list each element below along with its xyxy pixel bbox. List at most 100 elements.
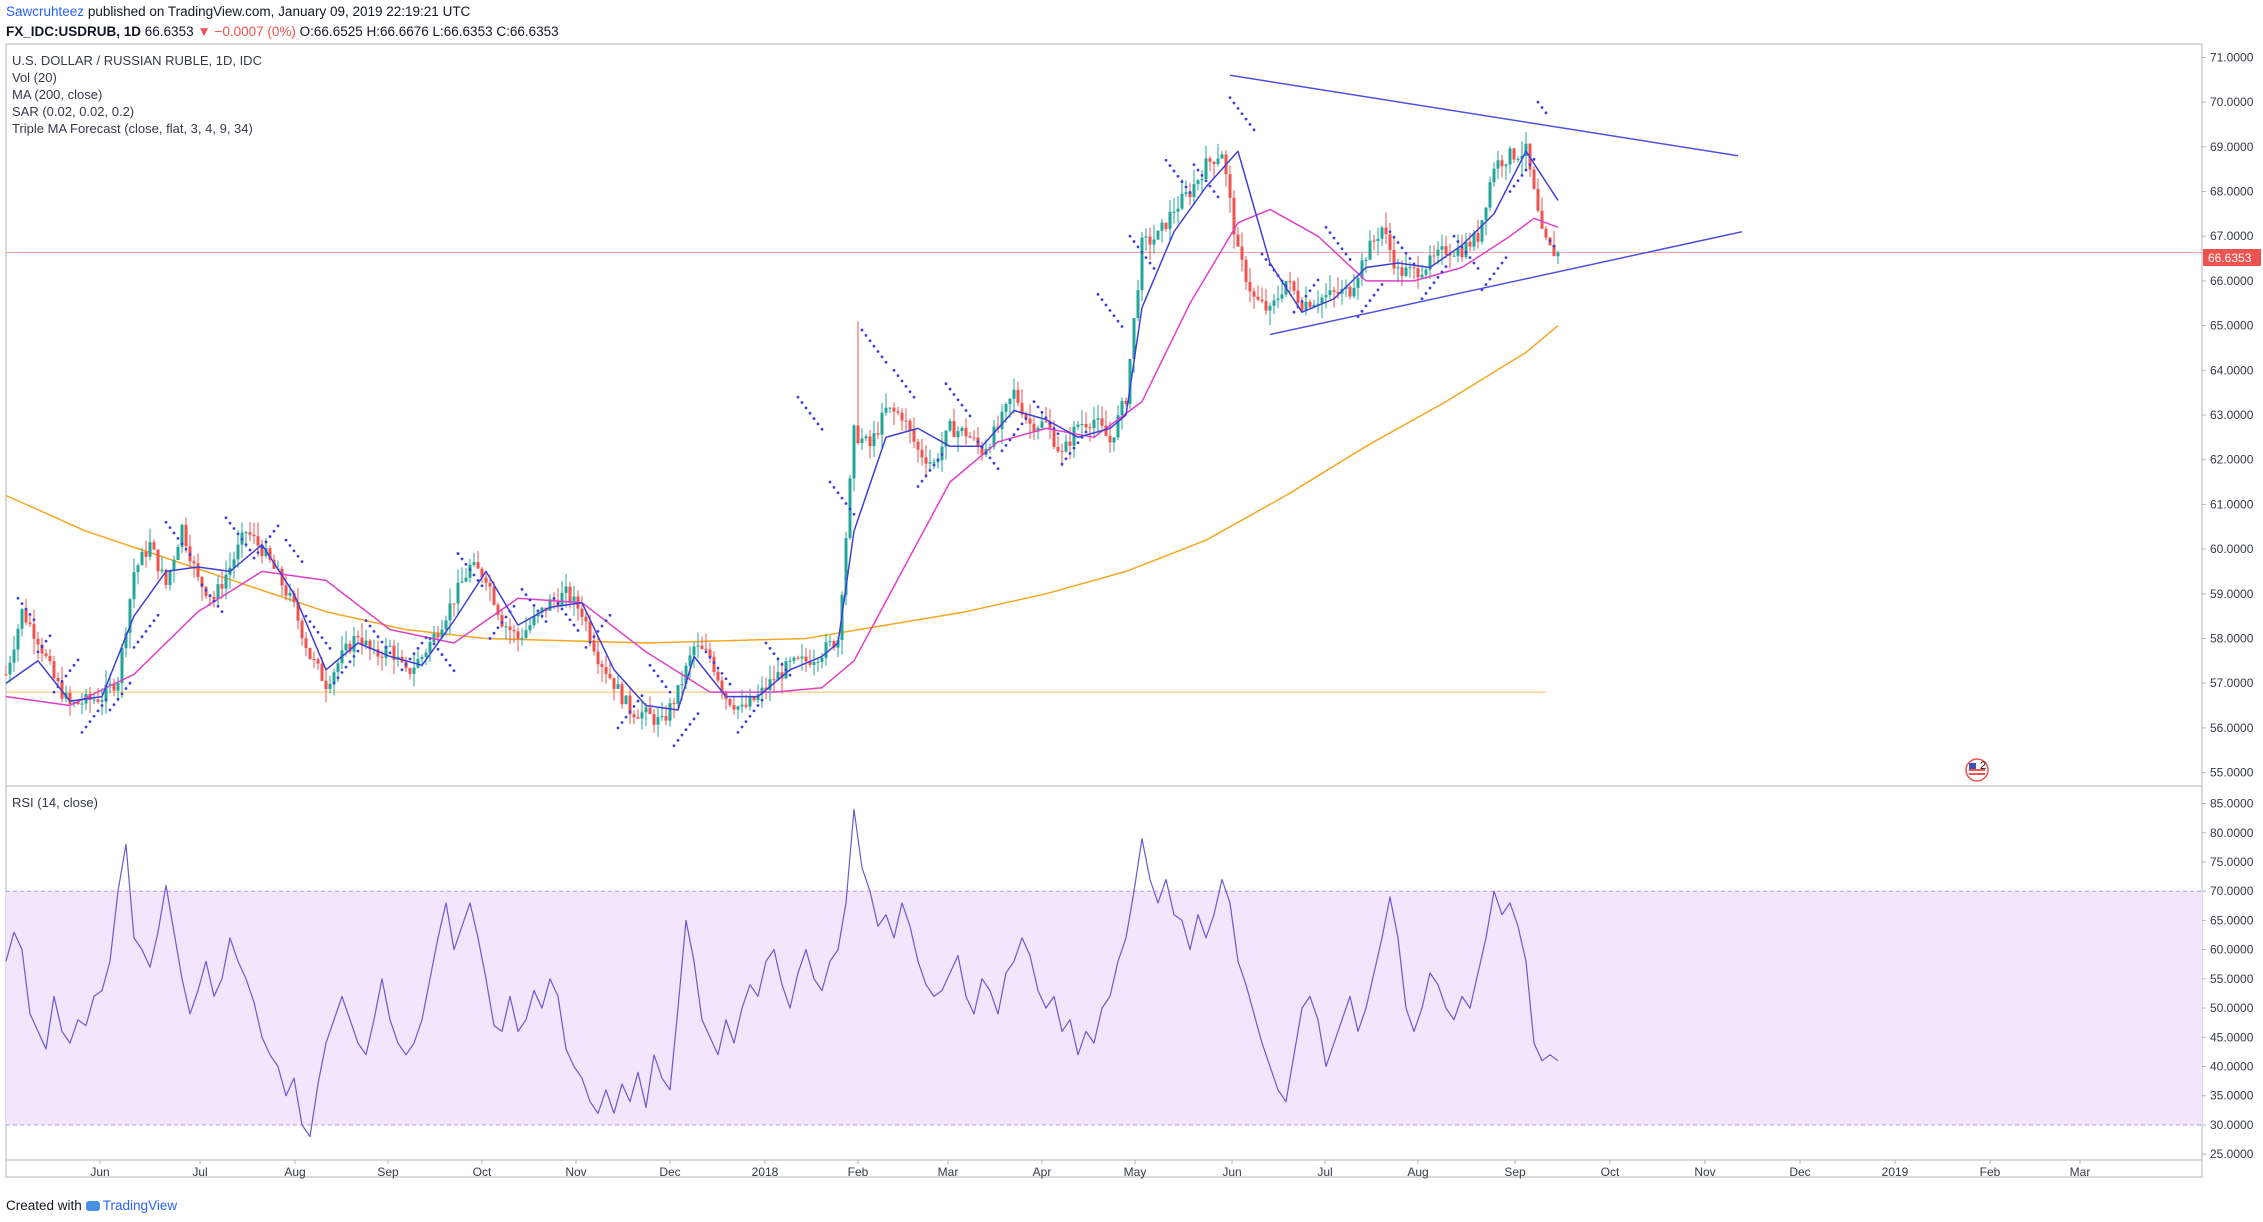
sar-dot bbox=[1548, 239, 1552, 243]
sar-dot bbox=[316, 630, 320, 634]
sar-dot bbox=[1496, 266, 1500, 270]
candle-body bbox=[316, 659, 320, 664]
sar-dot bbox=[1084, 430, 1088, 434]
sar-dot bbox=[1228, 96, 1232, 100]
candle-body bbox=[464, 577, 468, 582]
candle-body bbox=[16, 628, 20, 650]
candle-body bbox=[1252, 291, 1256, 297]
sar-dot bbox=[340, 671, 344, 674]
candle-body bbox=[232, 559, 236, 568]
sar-dot bbox=[476, 578, 480, 582]
candle-body bbox=[244, 532, 248, 534]
sar-dot bbox=[256, 551, 260, 555]
candle-body bbox=[1120, 401, 1124, 416]
rsi-band bbox=[6, 890, 2202, 1126]
sar-dot bbox=[1476, 266, 1480, 270]
candle-body bbox=[428, 641, 432, 653]
sar-dot bbox=[76, 658, 80, 662]
sar-dot bbox=[460, 557, 464, 561]
sar-dot bbox=[736, 730, 740, 734]
trendlines[interactable] bbox=[1229, 74, 1743, 336]
sar-dot bbox=[668, 690, 672, 694]
sar-dot bbox=[832, 486, 836, 489]
price-tick-label: 66.0000 bbox=[2210, 274, 2254, 288]
candle-body bbox=[1280, 294, 1284, 299]
price-tick-label: 58.0000 bbox=[2210, 631, 2254, 645]
candle-body bbox=[236, 544, 240, 560]
candle-body bbox=[1032, 423, 1036, 432]
sar-dot bbox=[1164, 158, 1168, 162]
sar-dot bbox=[408, 657, 412, 661]
candle-body bbox=[740, 704, 744, 707]
candle-body bbox=[368, 640, 372, 650]
time-tick-label: Nov bbox=[1694, 1165, 1715, 1179]
sar-dot bbox=[848, 507, 852, 511]
sar-dot bbox=[504, 615, 508, 619]
candle-body bbox=[1336, 291, 1340, 294]
candle-body bbox=[4, 674, 8, 676]
candle-body bbox=[1312, 304, 1316, 308]
candle-body bbox=[920, 449, 924, 458]
sar-dot bbox=[456, 552, 460, 555]
candle-body bbox=[908, 420, 912, 430]
sar-dot bbox=[956, 398, 960, 402]
sar-dot bbox=[296, 554, 300, 558]
sar-dot bbox=[472, 573, 476, 577]
candle-body bbox=[1320, 297, 1324, 304]
candle-body bbox=[1168, 211, 1172, 229]
sar-dot bbox=[1308, 289, 1312, 293]
sar-dot bbox=[1440, 270, 1444, 274]
candle-body bbox=[752, 696, 756, 701]
candle-body bbox=[1016, 389, 1020, 403]
candle-body bbox=[1428, 255, 1432, 270]
sar-dot bbox=[916, 485, 920, 488]
sar-dot bbox=[728, 682, 732, 686]
us-flag-marker-icon[interactable]: 2 bbox=[1965, 758, 1989, 782]
sar-dot bbox=[532, 604, 536, 607]
sar-dot bbox=[404, 663, 408, 666]
candle-body bbox=[1028, 418, 1032, 424]
sar-dot bbox=[988, 456, 992, 460]
sar-dot bbox=[264, 540, 268, 544]
candle-body bbox=[1176, 208, 1180, 212]
candle-body bbox=[504, 626, 508, 628]
sar-dot bbox=[1168, 164, 1172, 167]
time-tick-label: Mar bbox=[938, 1165, 959, 1179]
candle-body bbox=[1296, 290, 1300, 303]
candle-body bbox=[652, 714, 656, 725]
sar-dot bbox=[1272, 268, 1276, 272]
candle-body bbox=[764, 687, 768, 690]
sar-dot bbox=[388, 651, 392, 655]
candle-body bbox=[1216, 158, 1220, 165]
candle-body bbox=[168, 570, 172, 585]
candle-body bbox=[716, 671, 720, 681]
sar-dot bbox=[252, 556, 256, 560]
candle-body bbox=[20, 609, 24, 629]
candle-body bbox=[260, 545, 264, 557]
time-tick-label: Sep bbox=[1504, 1165, 1526, 1179]
sar-dot bbox=[1544, 111, 1548, 115]
tradingview-link[interactable]: TradingView bbox=[102, 1198, 178, 1213]
author-link[interactable]: Sawcruhteez bbox=[6, 4, 85, 19]
candle-body bbox=[384, 645, 388, 658]
price-tick-label: 59.0000 bbox=[2210, 587, 2254, 601]
candle-body bbox=[436, 633, 440, 638]
candle-body bbox=[604, 667, 608, 674]
candle-body bbox=[1484, 207, 1488, 221]
candle-body bbox=[1448, 254, 1452, 256]
sar-dot bbox=[420, 641, 424, 645]
candle-body bbox=[1096, 418, 1100, 420]
candle-body bbox=[356, 636, 360, 638]
sar-dot bbox=[804, 406, 808, 410]
sar-dot bbox=[664, 685, 668, 689]
price-tick-label: 70.0000 bbox=[2210, 95, 2254, 109]
candle-body bbox=[1288, 281, 1292, 283]
sar-dot bbox=[152, 619, 156, 623]
candle-body bbox=[672, 703, 676, 705]
candle-body bbox=[40, 644, 44, 654]
sar-dot bbox=[324, 641, 328, 645]
time-tick-label: Aug bbox=[284, 1165, 305, 1179]
candle-body bbox=[1052, 429, 1056, 447]
candle-body bbox=[980, 445, 984, 455]
